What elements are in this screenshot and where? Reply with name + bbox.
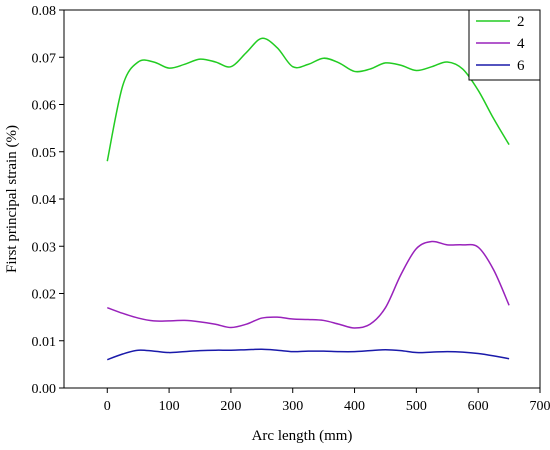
x-axis-ticks: 0 100 200 300 400 500 600 700	[104, 388, 550, 414]
x-tick-label: 100	[159, 399, 180, 414]
legend-label-4: 4	[517, 36, 525, 52]
y-axis-ticks: 0.00 0.01 0.02 0.03 0.04 0.05 0.06 0.07 0.08	[32, 4, 64, 397]
series-line-2	[106, 37, 510, 162]
y-tick-label: 0.02	[32, 288, 57, 303]
series-line-4	[107, 240, 510, 329]
x-axis-title: Arc length (mm)	[252, 428, 353, 444]
x-tick-label: 200	[220, 399, 241, 414]
y-tick-label: 0.05	[32, 146, 57, 161]
y-tick-label: 0.01	[32, 335, 57, 350]
x-tick-label: 0	[104, 399, 111, 414]
y-tick-label: 0.03	[32, 240, 57, 255]
x-tick-label: 400	[344, 399, 365, 414]
legend-label-2: 2	[517, 14, 525, 30]
x-tick-label: 600	[468, 399, 489, 414]
y-tick-label: 0.00	[32, 382, 57, 397]
y-tick-label: 0.06	[32, 99, 57, 114]
y-tick-label: 0.08	[32, 4, 57, 19]
legend: 2 4 6	[468, 9, 541, 81]
y-tick-label: 0.04	[32, 193, 57, 208]
y-tick-label: 0.07	[32, 51, 57, 66]
series-line-6	[107, 348, 510, 361]
x-tick-label: 500	[406, 399, 427, 414]
y-axis-title: First principal strain (%)	[4, 125, 20, 273]
series-layer	[106, 37, 510, 361]
legend-label-6: 6	[517, 58, 525, 74]
x-tick-label: 700	[530, 399, 550, 414]
x-tick-label: 300	[282, 399, 303, 414]
